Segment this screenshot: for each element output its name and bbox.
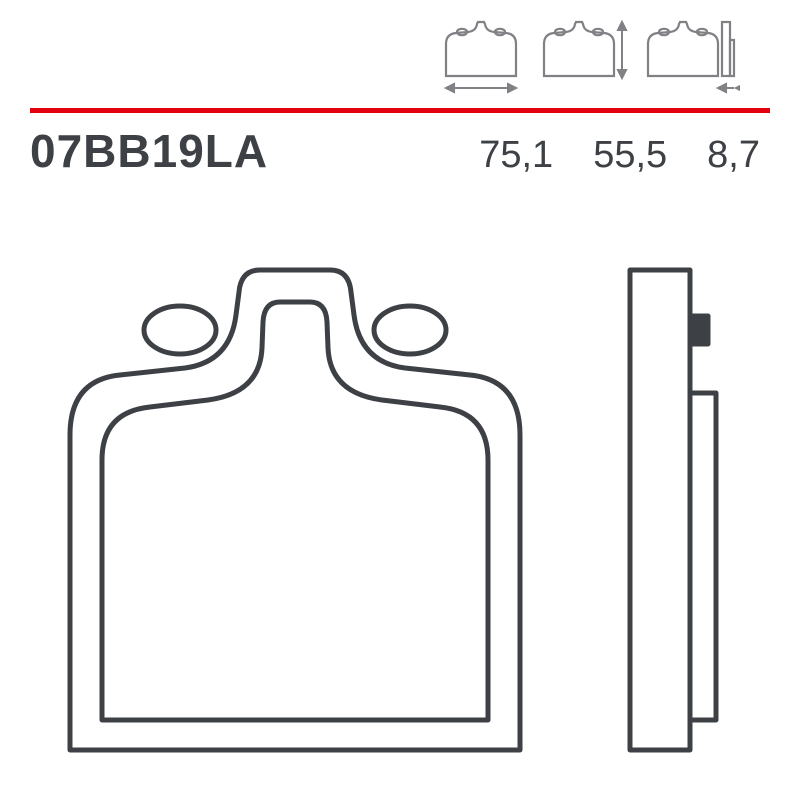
dim-thickness: 8,7 xyxy=(707,134,760,177)
pad-width-icon xyxy=(438,20,524,96)
pad-thickness-icon xyxy=(640,20,740,96)
dimension-values: 75,1 55,5 8,7 xyxy=(479,134,770,177)
dim-width: 75,1 xyxy=(479,134,553,177)
part-number: 07BB19LA xyxy=(30,124,268,178)
technical-drawing xyxy=(30,210,770,770)
header-dimension-icons xyxy=(438,20,740,96)
dim-height: 55,5 xyxy=(593,134,667,177)
pad-height-icon xyxy=(536,20,628,96)
spec-sheet: 07BB19LA 75,1 55,5 8,7 xyxy=(0,0,800,800)
spec-row: 07BB19LA 75,1 55,5 8,7 xyxy=(30,124,770,178)
divider-red-line xyxy=(30,108,770,113)
